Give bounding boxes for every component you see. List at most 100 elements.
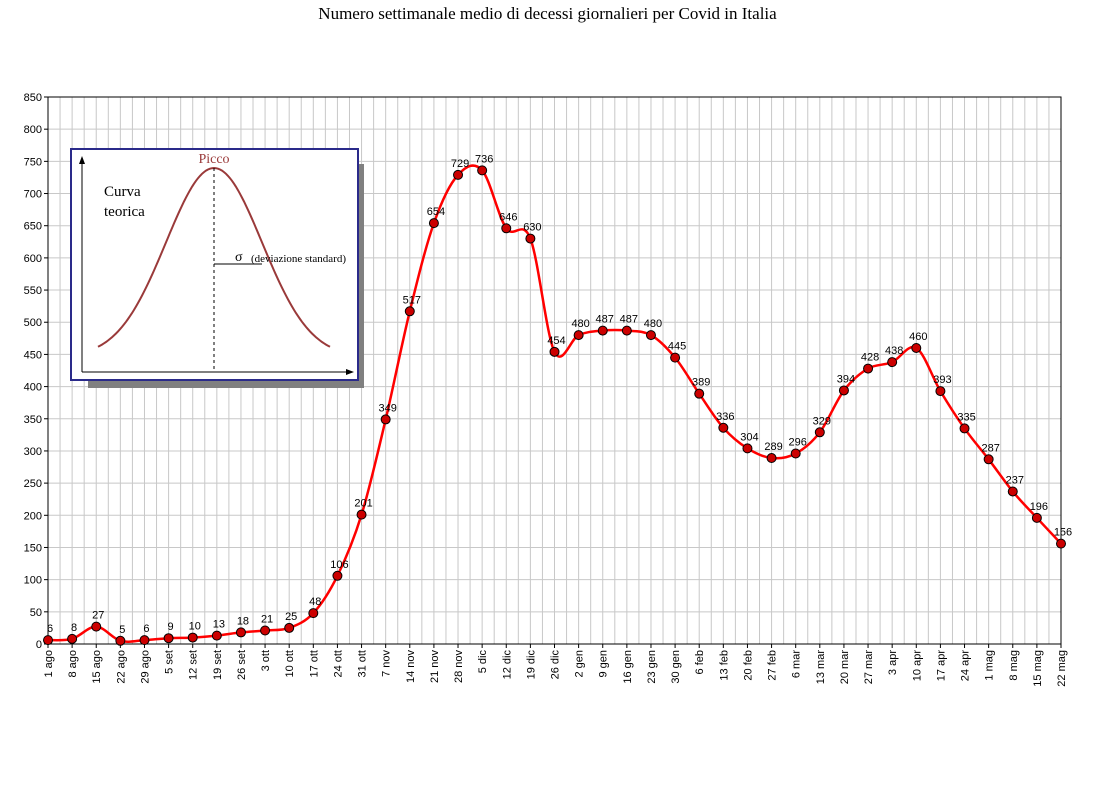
- x-tick-label: 7 nov: [381, 650, 393, 677]
- x-tick-label: 13 feb: [718, 650, 730, 681]
- data-point: [525, 233, 536, 244]
- data-point: [814, 427, 825, 438]
- data-label: 394: [837, 373, 855, 385]
- data-point: [501, 223, 512, 234]
- chart-title: Numero settimanale medio di decessi gior…: [318, 4, 777, 23]
- data-label: 517: [403, 294, 421, 306]
- inset-peak-label: Picco: [198, 152, 229, 167]
- data-label: 6: [143, 623, 149, 635]
- x-tick-label: 17 ott: [308, 650, 320, 678]
- x-tick-label: 31 ott: [357, 650, 369, 678]
- data-label: 287: [981, 442, 999, 454]
- data-label: 21: [261, 613, 273, 625]
- data-label: 106: [330, 559, 348, 571]
- data-label: 487: [596, 314, 614, 326]
- data-label: 6: [47, 623, 53, 635]
- data-point: [332, 570, 343, 581]
- y-tick-label: 850: [24, 92, 42, 104]
- data-point: [163, 633, 174, 644]
- x-tick-label: 22 mag: [1056, 650, 1068, 687]
- y-tick-label: 500: [24, 317, 42, 329]
- data-label: 296: [789, 437, 807, 449]
- x-tick-label: 23 gen: [646, 650, 658, 684]
- inset-sigma-symbol: σ: [235, 250, 243, 265]
- data-point: [187, 632, 198, 643]
- x-tick-label: 21 nov: [429, 650, 441, 684]
- data-label: 487: [620, 314, 638, 326]
- x-tick-label: 2 gen: [574, 650, 586, 678]
- data-point: [670, 352, 681, 363]
- inset-y-arrow-icon: [79, 156, 85, 164]
- data-point: [645, 330, 656, 341]
- x-tick-label: 20 feb: [742, 650, 754, 681]
- data-point: [356, 509, 367, 520]
- data-point: [935, 386, 946, 397]
- data-point: [863, 363, 874, 374]
- x-tick-label: 1 ago: [43, 650, 55, 678]
- x-tick-label: 12 set: [188, 650, 200, 680]
- data-label: 428: [861, 352, 879, 364]
- x-tick-label: 9 gen: [598, 650, 610, 678]
- x-tick-label: 20 mar: [839, 650, 851, 685]
- data-point: [790, 448, 801, 459]
- data-label: 393: [933, 374, 951, 386]
- x-tick-label: 8 mag: [1008, 650, 1020, 681]
- data-label: 336: [716, 411, 734, 423]
- x-tick-label: 16 gen: [622, 650, 634, 684]
- data-point: [260, 625, 271, 636]
- inset-sigma-label: (deviazione standard): [251, 253, 346, 265]
- data-point: [549, 346, 560, 357]
- inset-curve-label-line1: Curva: [104, 184, 141, 200]
- y-tick-label: 800: [24, 124, 42, 136]
- x-tick-label: 19 set: [212, 650, 224, 680]
- data-point: [235, 627, 246, 638]
- data-point: [115, 635, 126, 646]
- x-tick-label: 3 apr: [887, 650, 899, 675]
- data-label: 5: [119, 624, 125, 636]
- data-point: [621, 325, 632, 336]
- x-tick-label: 26 dic: [550, 650, 562, 680]
- data-label: 654: [427, 206, 445, 218]
- x-tick-label: 27 feb: [767, 650, 779, 681]
- data-label: 289: [764, 441, 782, 453]
- data-label: 729: [451, 158, 469, 170]
- plot-frame: [47, 96, 1062, 645]
- x-tick-label: 12 dic: [501, 650, 513, 680]
- data-label: 438: [885, 345, 903, 357]
- data-label: 646: [499, 211, 517, 223]
- data-point: [694, 388, 705, 399]
- data-point: [308, 608, 319, 619]
- y-tick-label: 450: [24, 349, 42, 361]
- x-tick-label: 5 dic: [477, 650, 489, 674]
- x-tick-label: 3 ott: [260, 650, 272, 671]
- data-point: [1056, 538, 1066, 549]
- data-label: 349: [378, 402, 396, 414]
- data-point: [887, 357, 898, 368]
- y-tick-label: 300: [24, 446, 42, 458]
- data-point: [1031, 512, 1042, 523]
- x-tick-label: 27 mar: [863, 650, 875, 685]
- data-point: [573, 330, 584, 341]
- data-point: [43, 635, 53, 646]
- data-point: [139, 635, 150, 646]
- x-tick-label: 26 set: [236, 650, 248, 680]
- x-tick-label: 17 apr: [935, 650, 947, 682]
- x-tick-label: 8 ago: [67, 650, 79, 678]
- data-label: 335: [957, 411, 975, 423]
- x-tick-label: 19 dic: [525, 650, 537, 680]
- x-tick-label: 13 mar: [815, 650, 827, 685]
- y-tick-label: 650: [24, 221, 42, 233]
- data-label: 10: [189, 621, 201, 633]
- x-tick-label: 24 ott: [332, 650, 344, 678]
- x-tick-label: 28 nov: [453, 650, 465, 684]
- data-point: [597, 325, 608, 336]
- data-point: [453, 169, 464, 180]
- x-tick-label: 6 feb: [694, 650, 706, 674]
- y-tick-label: 100: [24, 575, 42, 587]
- data-label: 389: [692, 377, 710, 389]
- data-labels: 6 8 27 5 6 9 10 13 18 21 25 48 106 201 349 517 654 729 736…: [47, 153, 1072, 635]
- x-tick-label: 1 mag: [984, 650, 996, 681]
- data-label: 454: [547, 335, 565, 347]
- data-label: 237: [1006, 474, 1024, 486]
